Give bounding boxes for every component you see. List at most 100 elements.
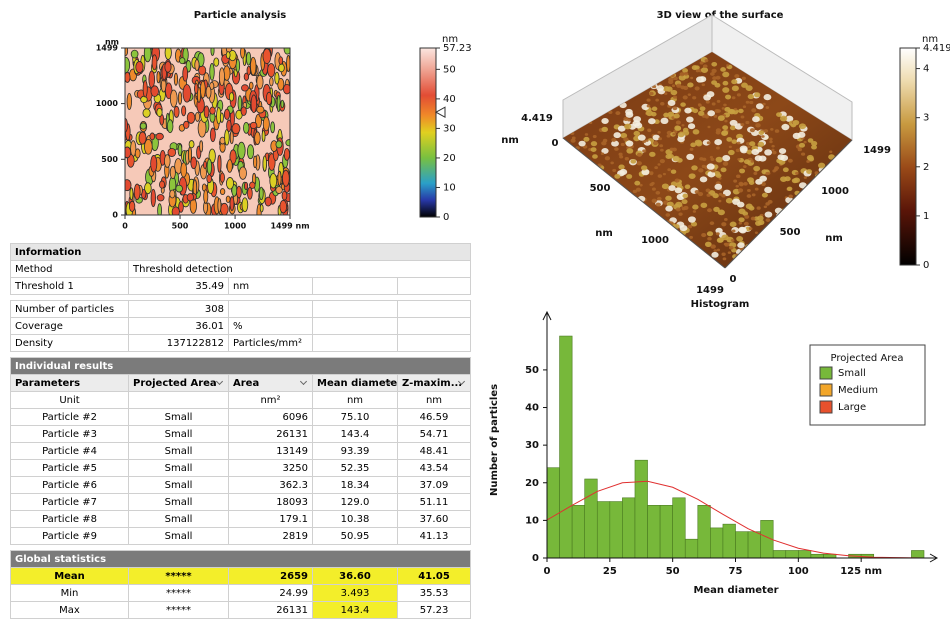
bump	[676, 207, 681, 211]
particle	[229, 93, 233, 102]
bump	[747, 145, 750, 148]
bump	[658, 174, 663, 178]
legend-label: Large	[838, 402, 866, 413]
bump	[585, 133, 588, 136]
particle	[282, 170, 289, 186]
bump	[739, 183, 743, 187]
cell	[398, 301, 471, 318]
bump	[732, 198, 740, 204]
bump	[690, 77, 693, 79]
cell: Mean	[11, 568, 129, 585]
bump	[728, 109, 735, 114]
bump	[634, 181, 640, 186]
bump	[695, 141, 702, 147]
particle	[241, 107, 246, 116]
particle	[255, 132, 261, 145]
bump	[832, 172, 837, 176]
bump	[689, 236, 693, 239]
bump	[780, 222, 785, 226]
bump	[776, 112, 782, 117]
bump	[801, 152, 805, 155]
cell: 26131	[229, 426, 313, 443]
particle	[257, 75, 263, 89]
bump	[707, 126, 710, 128]
bump	[817, 198, 825, 204]
bump	[657, 197, 662, 201]
bump	[749, 101, 753, 104]
bump	[811, 186, 818, 192]
bump	[842, 167, 845, 170]
cell: 35.49	[129, 278, 229, 295]
x-tick-label: 0	[122, 222, 128, 231]
particle	[139, 132, 146, 144]
bar	[635, 460, 648, 558]
bump	[788, 159, 793, 163]
bump	[706, 189, 711, 193]
particle	[178, 144, 182, 156]
bump	[839, 155, 846, 160]
bump	[860, 171, 867, 177]
x-tick-label: 75	[729, 566, 743, 577]
bump	[829, 150, 832, 153]
bump	[737, 158, 740, 161]
cell: 36.60	[313, 568, 398, 585]
particle	[230, 131, 233, 144]
bump	[731, 79, 737, 84]
bump	[605, 156, 610, 160]
bump	[744, 215, 749, 219]
particle	[259, 187, 263, 200]
bump	[736, 185, 739, 188]
bump	[739, 222, 742, 225]
bump	[653, 141, 658, 145]
row: MethodThreshold detection	[11, 261, 471, 278]
bump	[799, 219, 806, 225]
bump	[808, 206, 815, 212]
bump	[676, 84, 681, 88]
cell: Small	[129, 460, 229, 477]
bump	[673, 95, 677, 98]
bump	[698, 168, 703, 172]
cell: 3.493	[313, 585, 398, 602]
bump	[835, 163, 838, 166]
bump	[728, 251, 731, 254]
bump	[764, 205, 767, 208]
bump	[707, 141, 711, 144]
bump	[738, 188, 743, 192]
colorbar-label: 4.419	[923, 43, 950, 54]
bump	[824, 204, 830, 208]
bump	[716, 232, 720, 235]
cell: 51.11	[398, 494, 471, 511]
bump	[787, 187, 793, 191]
particle	[170, 190, 175, 198]
cell: 2659	[229, 568, 313, 585]
cell: Small	[129, 511, 229, 528]
particle	[224, 109, 229, 119]
row: Coverage36.01%	[11, 318, 471, 335]
bump	[788, 195, 793, 199]
bump	[716, 157, 723, 163]
row: Individual results	[11, 358, 471, 375]
bump	[634, 131, 640, 136]
cell: 35.53	[398, 585, 471, 602]
bump	[652, 188, 656, 191]
cell	[129, 392, 229, 409]
bump	[772, 224, 779, 229]
bump	[718, 115, 725, 121]
bump	[725, 95, 731, 100]
bump	[819, 177, 825, 182]
bump	[658, 163, 661, 165]
bump	[649, 152, 656, 157]
bump	[664, 92, 667, 95]
particle	[286, 140, 293, 146]
particle	[278, 171, 281, 185]
particle	[241, 85, 248, 91]
bump	[693, 129, 700, 134]
bump	[729, 246, 734, 250]
bump	[654, 166, 658, 169]
bump	[649, 183, 653, 186]
bump	[649, 171, 653, 174]
z-label: 4.419	[521, 113, 553, 124]
bump	[722, 87, 729, 93]
particle	[176, 185, 183, 192]
bump	[738, 109, 744, 113]
